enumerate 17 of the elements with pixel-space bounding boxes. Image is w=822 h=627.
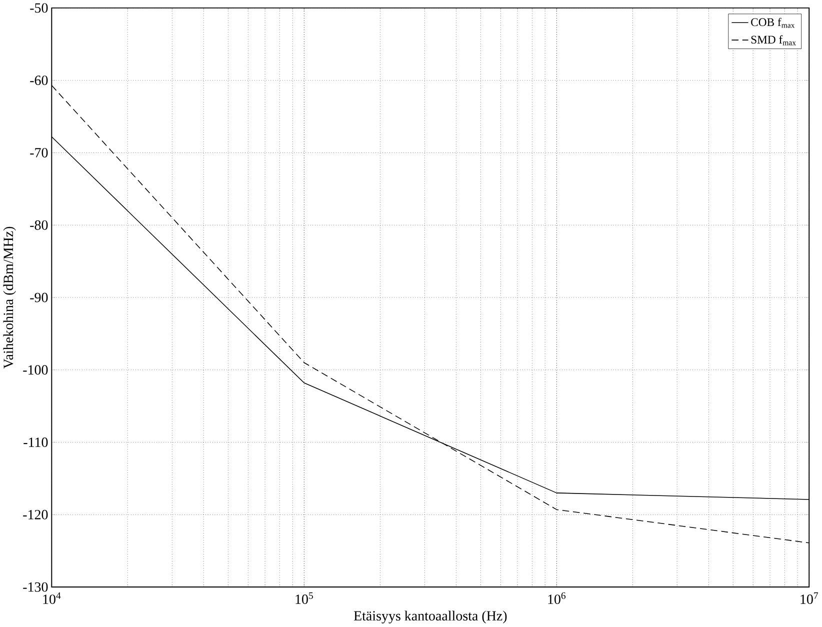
y-tick-label: -80: [30, 220, 48, 230]
y-tick-label: -100: [23, 365, 48, 375]
legend-label: SMD f$_{max}$: [751, 35, 796, 46]
y-tick-label: -60: [30, 76, 48, 86]
y-tick-label: -70: [30, 148, 48, 158]
x-tick-label: 10$^{6}$: [548, 592, 566, 604]
y-tick-label: -90: [30, 292, 48, 302]
y-tick-label: -120: [23, 510, 48, 520]
x-axis-title: Etäisyys kantoaallosta (Hz): [354, 610, 507, 624]
y-tick-label: -130: [23, 582, 48, 592]
y-axis-title: Vaihekohina (dBm/MHz): [3, 227, 16, 369]
x-tick-label: 10$^{4}$: [43, 592, 61, 604]
y-tick-label: -110: [24, 438, 48, 448]
y-tick-label: -50: [30, 3, 48, 13]
legend-label: COB f$_{max}$: [751, 18, 795, 28]
x-tick-label: 10$^{5}$: [296, 592, 313, 604]
x-tick-label: 10$^{7}$: [800, 592, 818, 604]
